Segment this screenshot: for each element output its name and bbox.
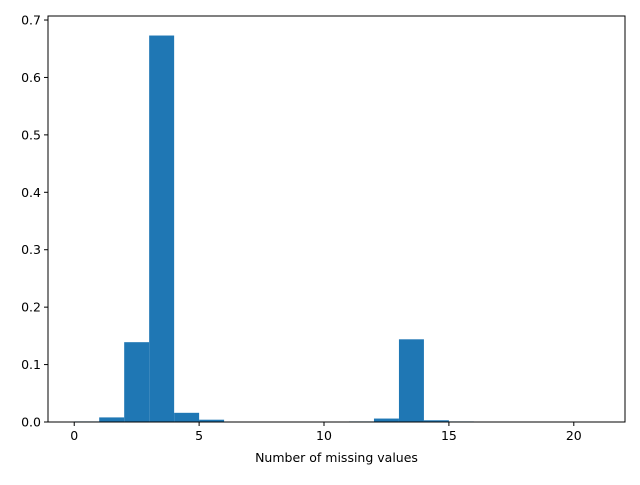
x-tick-label: 10 (316, 428, 332, 443)
y-tick-label: 0.3 (21, 242, 41, 257)
x-axis-ticks: 0 5 10 15 20 (70, 422, 582, 443)
x-axis-label: Number of missing values (255, 450, 418, 465)
y-tick-label: 0.0 (21, 415, 41, 430)
y-tick-label: 0.2 (21, 300, 41, 315)
y-tick-label: 0.7 (21, 13, 41, 28)
histogram-bar (149, 35, 175, 423)
histogram-bar (373, 418, 399, 422)
x-tick-label: 5 (195, 428, 203, 443)
histogram-bar (124, 342, 150, 422)
x-tick-label: 15 (441, 428, 457, 443)
y-tick-label: 0.4 (21, 185, 41, 200)
histogram-bar (398, 339, 424, 422)
x-tick-label: 20 (566, 428, 582, 443)
y-axis-ticks: 0.0 0.1 0.2 0.3 0.4 0.5 0.6 0.7 (21, 13, 48, 430)
bars-group (74, 35, 474, 423)
histogram-bar (99, 417, 125, 422)
y-tick-label: 0.5 (21, 127, 41, 142)
plot-frame (47, 15, 626, 423)
y-tick-label: 0.1 (21, 357, 41, 372)
histogram-bar (199, 419, 225, 422)
x-tick-label: 0 (70, 428, 78, 443)
y-tick-label: 0.6 (21, 70, 41, 85)
histogram-bar (423, 420, 449, 422)
histogram-bar (174, 412, 200, 422)
